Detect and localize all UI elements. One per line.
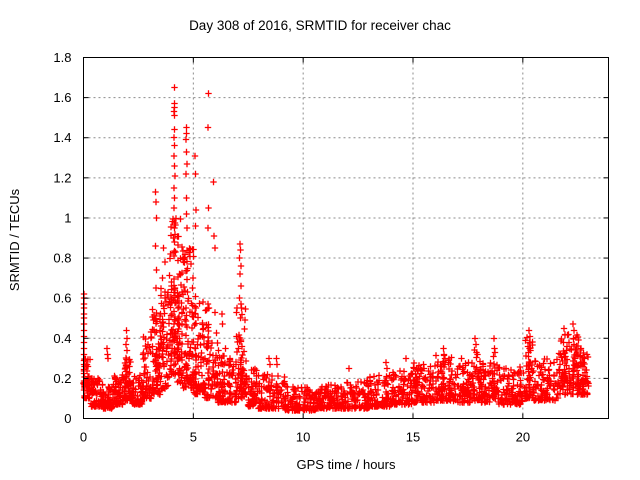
tick-marks — [83, 57, 609, 419]
y-tick-label: 0.2 — [53, 371, 71, 386]
grid-lines — [83, 57, 609, 419]
y-axis-label: SRMTID / TECUs — [7, 188, 22, 291]
y-tick-label: 0.8 — [53, 251, 71, 266]
y-tick-label: 1 — [64, 210, 71, 225]
y-tick-label: 0.6 — [53, 291, 71, 306]
x-tick-label: 20 — [516, 430, 530, 445]
x-axis-label: GPS time / hours — [297, 457, 396, 472]
x-tick-label: 5 — [190, 430, 197, 445]
tick-labels: 0 5 10 15 20 0 0.2 0.4 0.6 0.8 1 1.2 1.4 1.6 1.8 — [53, 50, 530, 445]
plot-border — [83, 57, 609, 419]
y-tick-label: 1.2 — [53, 170, 71, 185]
x-tick-label: 15 — [406, 430, 420, 445]
x-tick-label: 0 — [80, 430, 87, 445]
y-tick-label: 0.4 — [53, 331, 71, 346]
data-points — [80, 84, 592, 414]
y-tick-label: 1.6 — [53, 90, 71, 105]
chart-title: Day 308 of 2016, SRMTID for receiver cha… — [189, 18, 451, 33]
y-tick-label: 1.8 — [53, 50, 71, 65]
x-tick-label: 10 — [296, 430, 310, 445]
y-tick-label: 0 — [64, 411, 71, 426]
y-tick-label: 1.4 — [53, 130, 71, 145]
